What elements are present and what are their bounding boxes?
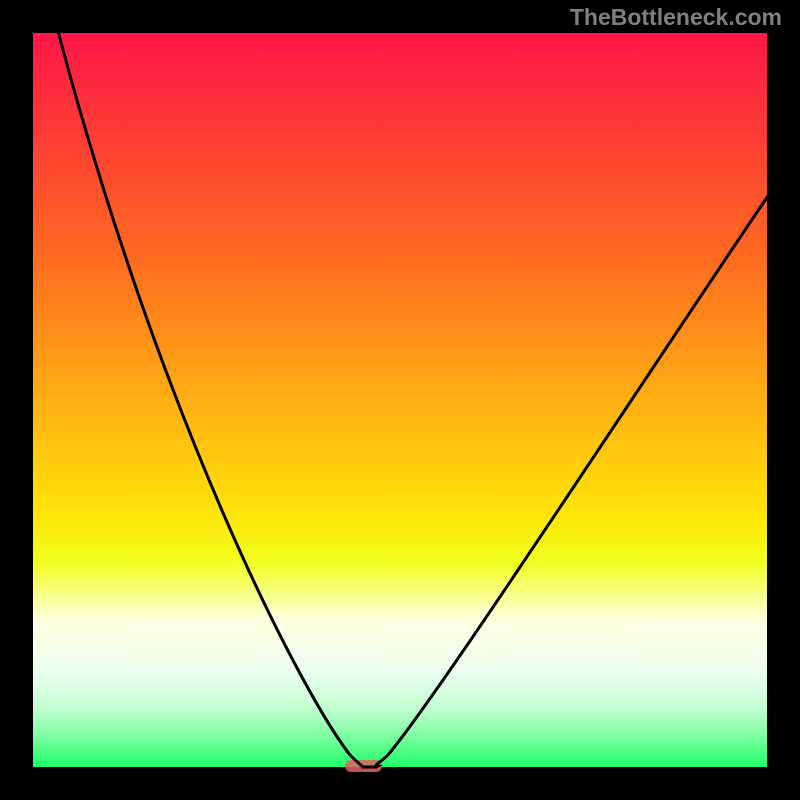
watermark-text: TheBottleneck.com <box>570 4 782 31</box>
plot-background <box>33 33 767 767</box>
chart-svg <box>0 0 800 800</box>
chart-container: { "watermark": { "text": "TheBottleneck.… <box>0 0 800 800</box>
